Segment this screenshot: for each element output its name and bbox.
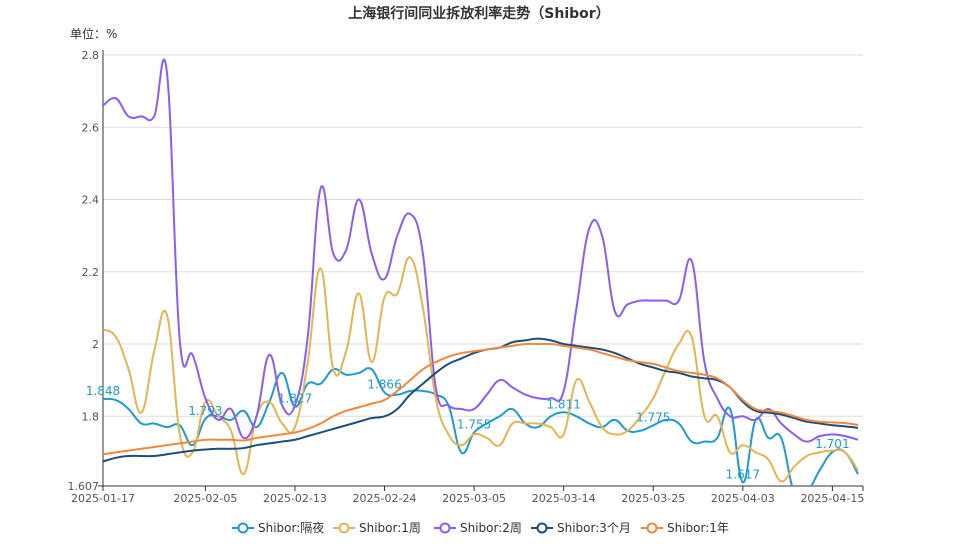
data-label: 1.866 xyxy=(367,377,401,391)
data-label: 1.793 xyxy=(188,404,222,418)
y-axis: 1.607 1.8 2 2.2 2.4 2.6 2.8 xyxy=(68,49,104,493)
grid-lines xyxy=(103,54,863,417)
data-label: 1.755 xyxy=(457,418,491,432)
x-tick-label: 2025-02-13 xyxy=(263,492,327,505)
x-tick-label: 2025-02-05 xyxy=(173,492,237,505)
series-lines xyxy=(103,58,859,486)
y-tick-label: 2.2 xyxy=(82,266,100,279)
legend-marker xyxy=(646,522,658,534)
data-label: 1.811 xyxy=(546,397,580,411)
x-axis: 2025-01-17 2025-02-05 2025-02-13 2025-02-24… xyxy=(71,485,864,505)
x-tick-label: 2025-03-14 xyxy=(532,492,596,505)
legend-label: Shibor:2周 xyxy=(460,521,522,535)
series-line-2 xyxy=(103,58,859,443)
series-line-0 xyxy=(103,367,859,486)
x-tick-label: 2025-03-05 xyxy=(442,492,506,505)
data-labels: 1.848 1.793 1.827 1.866 1.755 1.811 1.775 1.617… xyxy=(86,377,850,481)
chart-title: 上海银行间同业拆放利率走势（Shibor） xyxy=(348,5,609,22)
legend: Shibor:隔夜 Shibor:1周 Shibor:2周 Shibor:3个月 Shi… xyxy=(232,520,729,535)
y-tick-label: 1.607 xyxy=(68,480,100,493)
data-label: 1.701 xyxy=(815,437,849,451)
series-line-1 xyxy=(103,256,859,483)
x-tick-label: 2025-03-25 xyxy=(621,492,685,505)
legend-label: Shibor:隔夜 xyxy=(258,520,324,535)
legend-marker xyxy=(338,522,350,534)
legend-label: Shibor:1周 xyxy=(359,521,421,535)
y-tick-label: 2.6 xyxy=(82,121,100,134)
data-label: 1.827 xyxy=(278,392,312,406)
unit-label: 单位：% xyxy=(70,26,117,41)
series-line-3 xyxy=(103,337,859,463)
y-tick-label: 2.4 xyxy=(82,194,100,207)
legend-label: Shibor:1年 xyxy=(667,521,729,535)
y-tick-label: 2.8 xyxy=(82,49,100,62)
x-tick-label: 2025-01-17 xyxy=(71,492,135,505)
legend-label: Shibor:3个月 xyxy=(557,521,631,535)
data-label: 1.775 xyxy=(636,410,670,424)
data-label: 1.848 xyxy=(86,384,120,398)
legend-marker xyxy=(237,522,249,534)
data-label: 1.617 xyxy=(726,467,760,481)
y-tick-label: 1.8 xyxy=(82,410,100,423)
legend-marker xyxy=(536,522,548,534)
series-line-4 xyxy=(103,342,859,456)
x-tick-label: 2025-04-15 xyxy=(800,492,864,505)
x-tick-label: 2025-04-03 xyxy=(711,492,775,505)
y-tick-label: 2 xyxy=(92,338,99,351)
legend-marker xyxy=(439,522,451,534)
x-tick-label: 2025-02-24 xyxy=(353,492,417,505)
